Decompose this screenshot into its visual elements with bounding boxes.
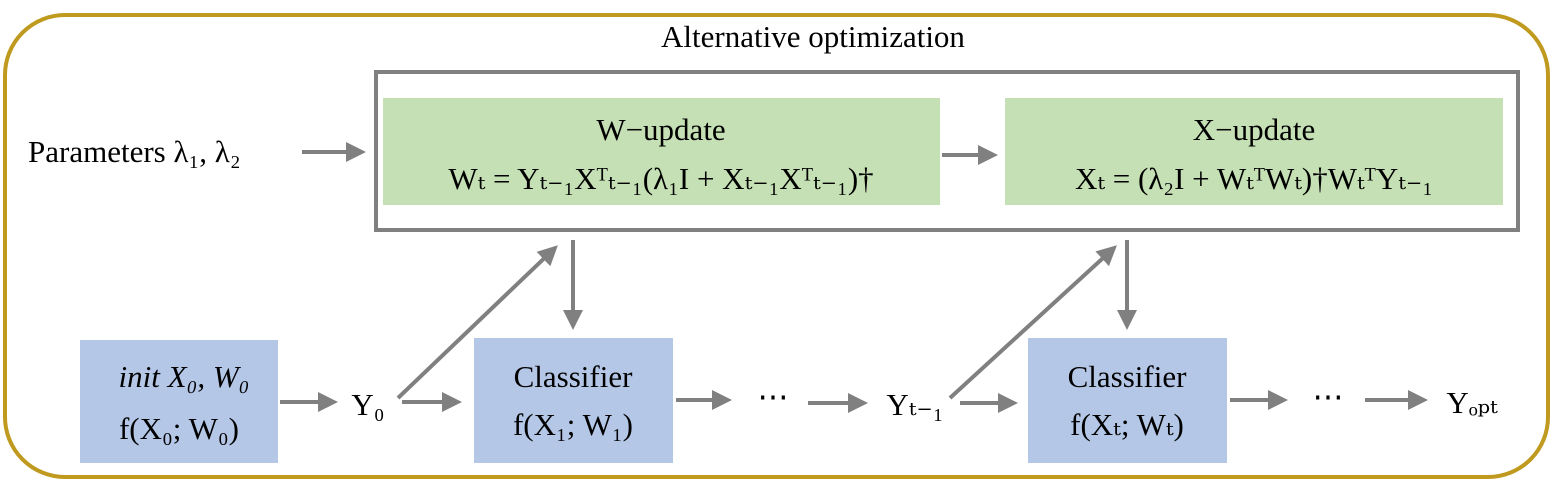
x-update-formula: Xₜ = (λ₂I + WₜᵀWₜ)†WₜᵀYₜ₋₁ <box>1075 161 1433 196</box>
parameters: Parameters λ₁, λ₂ <box>28 134 241 169</box>
x-update-box <box>1005 98 1503 205</box>
init-line: init X₀, W₀ <box>119 359 250 394</box>
outer-frame <box>3 13 1550 479</box>
classifier-formula: f(Xₜ; Wₜ) <box>1070 407 1184 442</box>
classifier-box <box>474 338 673 463</box>
y-prev: Yₜ₋₁ <box>886 387 943 422</box>
update-frame <box>374 70 1520 232</box>
init-formula: f(X₀; W₀) <box>119 411 239 446</box>
classifier-box <box>1028 338 1227 463</box>
ellipsis: ⋯ <box>758 379 789 414</box>
w-update-formula: Wₜ = Yₜ₋₁Xᵀₜ₋₁(λ₁I + Xₜ₋₁Xᵀₜ₋₁)† <box>448 161 873 196</box>
ellipsis: ⋯ <box>1313 379 1344 414</box>
arrow <box>396 245 558 400</box>
y0: Y₀ <box>351 387 384 422</box>
x-update-label: X−update <box>1193 112 1316 147</box>
init-box <box>80 340 278 463</box>
arrows <box>280 142 1428 413</box>
w-update-box <box>383 98 940 205</box>
y-opt: Yₒₚₜ <box>1446 385 1498 420</box>
classifier-label: Classifier <box>1068 359 1187 394</box>
classifier-label: Classifier <box>514 359 633 394</box>
classifier-formula: f(X₁; W₁) <box>513 407 633 442</box>
arrow <box>948 245 1117 400</box>
w-update-label: W−update <box>596 112 725 147</box>
title: Alternative optimization <box>661 19 965 54</box>
